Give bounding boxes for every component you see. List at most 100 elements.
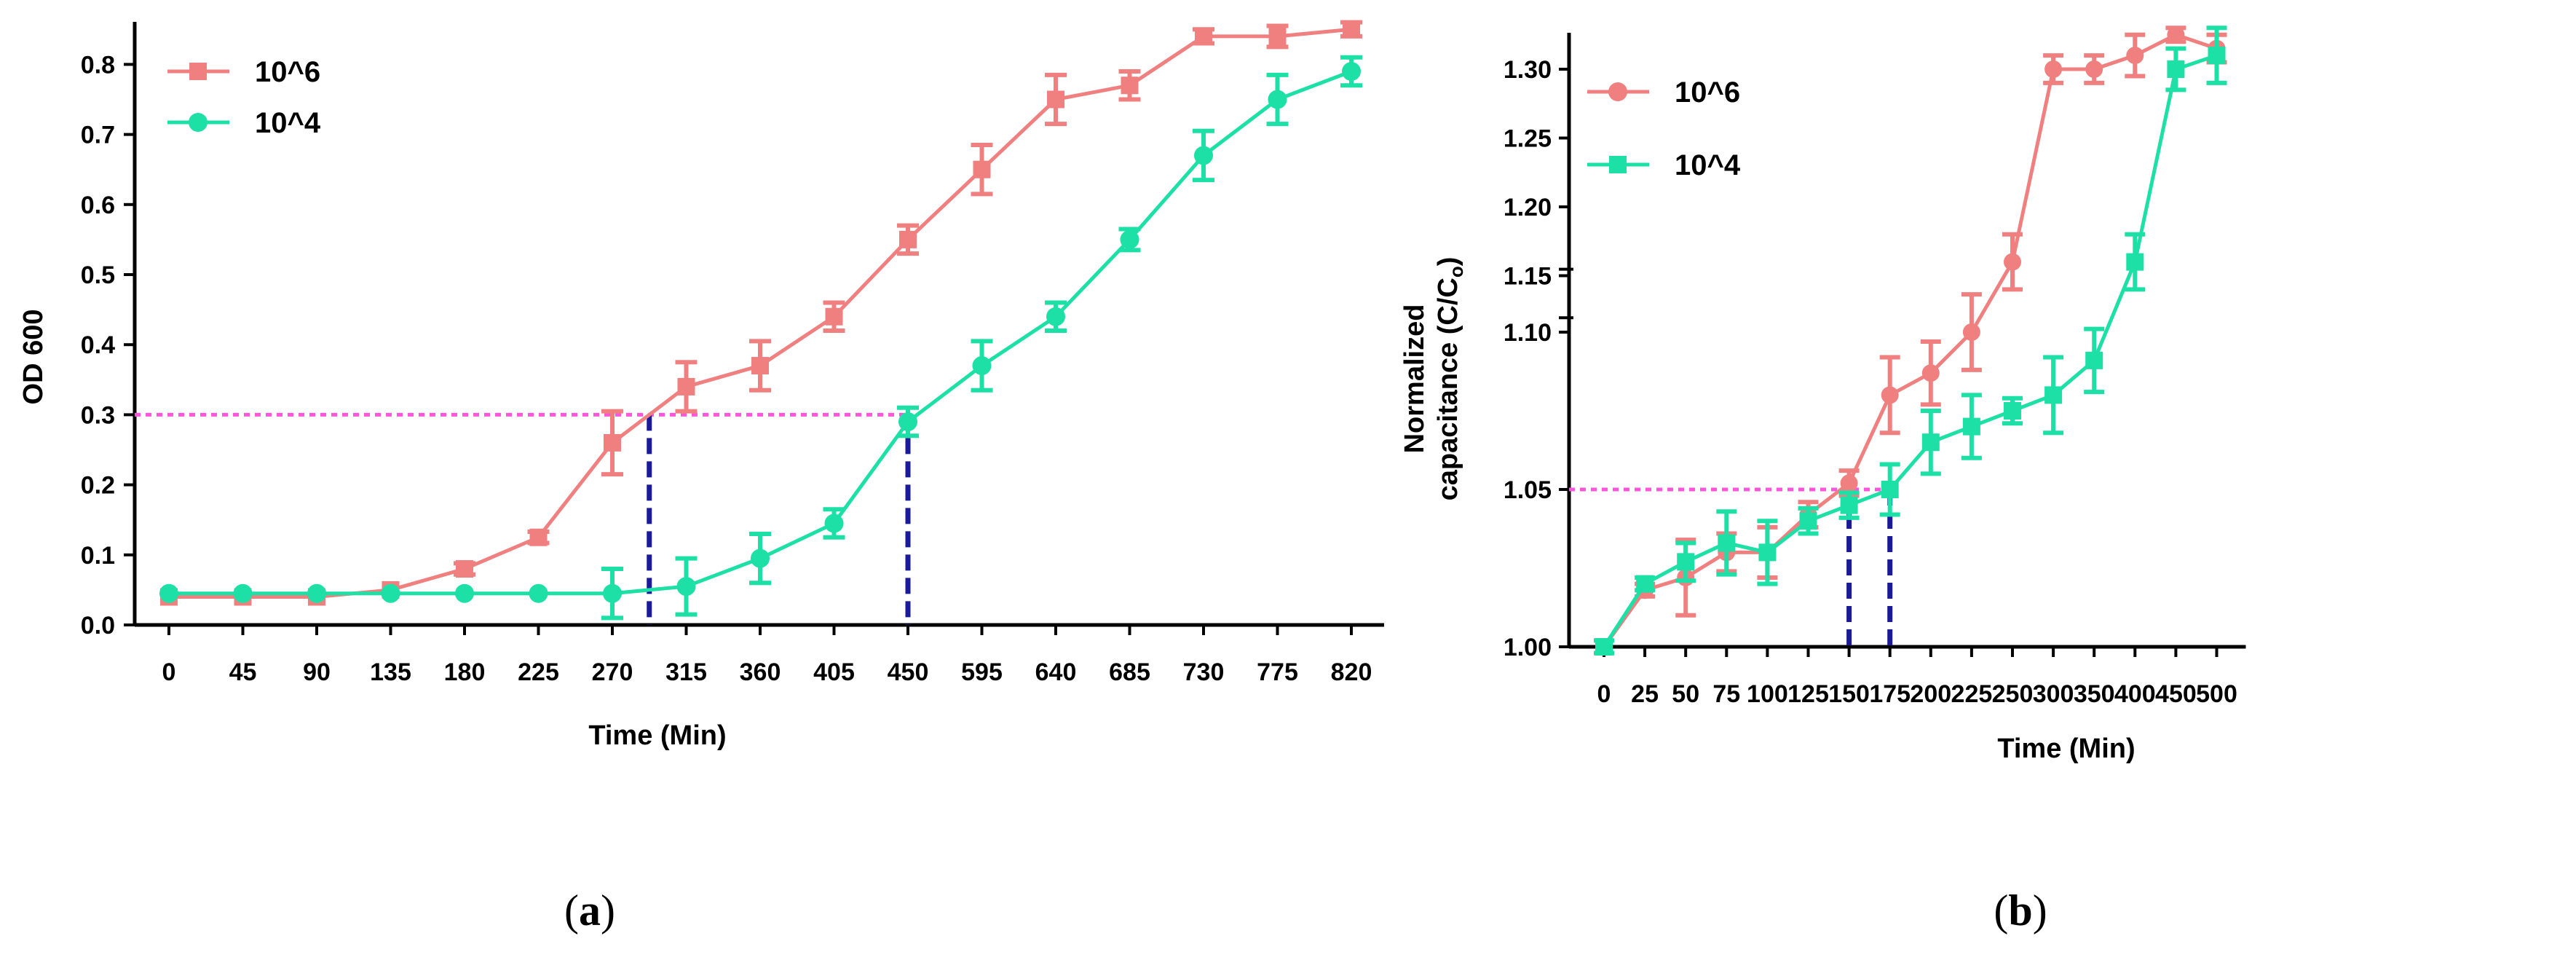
data-point-a [307, 583, 326, 603]
x-tick-label-a: 45 [229, 658, 257, 686]
data-point-b [1921, 364, 1940, 382]
x-tick-label-b: 175 [1869, 680, 1911, 708]
data-point-b [1840, 496, 1858, 514]
x-tick-label-b: 450 [2155, 680, 2197, 708]
series-line-a-1 [169, 27, 1352, 599]
data-point-b [1840, 474, 1858, 492]
data-point-a [1047, 90, 1064, 109]
legend-a-marker-1 [189, 63, 207, 80]
x-tick-label-a: 90 [303, 658, 331, 686]
data-point-b [1758, 543, 1777, 562]
x-tick-label-a: 640 [1035, 658, 1077, 686]
y-tick-label-a: 0.0 [81, 612, 115, 640]
x-axis-title-b: Time (Min) [1997, 733, 2135, 764]
data-point-b [1799, 512, 1817, 530]
data-point-b [1636, 575, 1654, 593]
x-tick-label-a: 685 [1109, 658, 1150, 686]
data-point-a [604, 433, 621, 452]
x-tick-label-b: 25 [1631, 680, 1659, 708]
y-tick-label-a: 0.5 [81, 261, 115, 289]
x-tick-label-a: 135 [370, 658, 411, 686]
x-tick-label-b: 500 [2196, 680, 2237, 708]
y-tick-label-b: 1.15 [1504, 263, 1552, 291]
caption-b-letter: b [2008, 886, 2032, 935]
data-point-b [2126, 47, 2144, 65]
x-tick-label-b: 300 [2033, 680, 2074, 708]
x-tick-label-b: 200 [1910, 680, 1951, 708]
legend-a: 10^6 10^4 [167, 56, 321, 139]
data-point-a [825, 307, 843, 326]
y-axis-title-b-line2: capacitance (C/Co) [1433, 257, 1467, 501]
data-point-a [1342, 62, 1361, 82]
legend-a-label-1: 10^6 [255, 56, 320, 88]
data-point-a [529, 528, 548, 546]
y-tick-label-a: 0.8 [81, 51, 115, 79]
x-axis-title-a: Time (Min) [588, 720, 726, 751]
y-tick-label-b: 1.05 [1504, 476, 1552, 504]
data-point-a [1343, 20, 1360, 39]
data-point-a [233, 583, 253, 603]
x-tick-label-b: 125 [1787, 680, 1829, 708]
data-point-b [2044, 386, 2063, 404]
data-point-b [1881, 386, 1899, 404]
x-tick-label-b: 75 [1712, 680, 1740, 708]
legend-b-marker-2 [1609, 156, 1627, 173]
y-axis-title-b-line1: Normalized [1399, 304, 1430, 454]
data-point-a [159, 583, 178, 603]
x-tick-label-b: 250 [1992, 680, 2034, 708]
x-tick-label-a: 595 [961, 658, 1003, 686]
data-point-b [2044, 60, 2063, 78]
data-point-a [456, 560, 473, 578]
x-tick-label-a: 820 [1331, 658, 1372, 686]
data-point-b [1881, 481, 1899, 498]
x-tick-label-b: 100 [1747, 680, 1788, 708]
data-point-a [677, 377, 695, 396]
x-tick-label-b: 400 [2114, 680, 2156, 708]
y-axis-title-b-sub: o [1445, 266, 1467, 278]
legend-a-marker-2 [189, 113, 208, 132]
caption-a: (a) [564, 886, 615, 935]
chart-panel-a: 0.0 0.1 0.2 0.3 0.4 0.5 0.6 0.7 0.8 0 45 90 135 180 22… [18, 20, 1384, 935]
data-point-b [1595, 638, 1613, 656]
y-axis-title-b-close: ) [1433, 257, 1463, 267]
data-point-a [676, 577, 696, 597]
y-tick-label-a: 0.3 [81, 401, 115, 429]
data-point-a [824, 514, 844, 533]
x-tick-label-a: 405 [813, 658, 855, 686]
y-tick-label-a: 0.2 [81, 472, 115, 500]
y-axis-title-b-main: capacitance (C/C [1433, 278, 1463, 500]
data-point-a [751, 357, 769, 375]
data-point-b [2167, 25, 2185, 44]
data-point-a [973, 160, 991, 178]
data-point-b [2126, 253, 2144, 271]
legend-a-label-2: 10^4 [255, 107, 321, 139]
chart-panel-b: 1.00 1.05 1.10 1.15 1.20 1.25 1.30 0 25 50 75 100 12… [1399, 25, 2246, 935]
y-tick-label-a: 0.4 [81, 331, 115, 359]
y-tick-label-b: 1.00 [1504, 634, 1552, 661]
data-point-a [1268, 90, 1287, 109]
data-point-b [1718, 534, 1736, 552]
caption-a-letter: a [579, 886, 601, 935]
data-point-a [1120, 229, 1139, 249]
y-tick-label-a: 0.7 [81, 122, 115, 149]
data-point-b [2167, 60, 2185, 78]
x-tick-label-b: 225 [1951, 680, 1993, 708]
x-tick-label-b: 0 [1597, 680, 1611, 708]
x-tick-label-a: 180 [444, 658, 486, 686]
data-point-a [529, 583, 548, 603]
y-tick-label-a: 0.1 [81, 542, 115, 570]
data-point-a [381, 583, 400, 603]
x-tick-label-a: 225 [518, 658, 559, 686]
x-tick-label-a: 270 [592, 658, 633, 686]
data-point-a [1268, 27, 1287, 45]
data-point-b [2004, 402, 2021, 420]
y-tick-label-b: 1.30 [1504, 56, 1552, 84]
y-tick-label-b: 1.10 [1504, 319, 1552, 347]
y-tick-label-b: 1.25 [1504, 125, 1552, 153]
y-tick-label-a: 0.6 [81, 192, 115, 219]
x-tick-label-b: 150 [1828, 680, 1870, 708]
y-tick-label-b: 1.20 [1504, 194, 1552, 221]
legend-b-label-2: 10^4 [1675, 149, 1741, 181]
data-point-a [751, 548, 770, 568]
